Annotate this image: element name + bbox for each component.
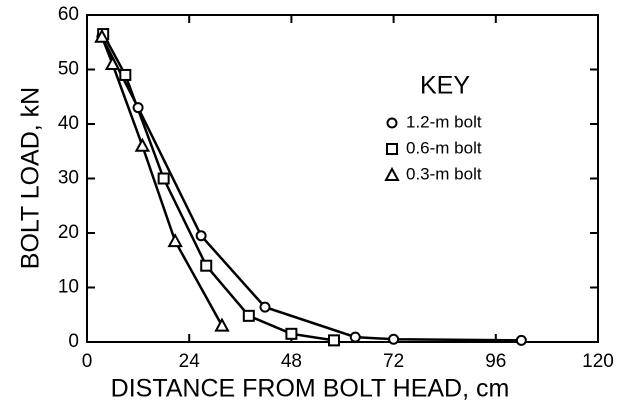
x-tick-label: 72	[383, 351, 404, 372]
y-tick-label: 30	[58, 168, 79, 189]
marker-circle	[388, 333, 400, 345]
legend-title: KEY	[420, 72, 470, 100]
x-tick-label: 24	[179, 351, 201, 372]
marker-triangle	[214, 317, 230, 332]
marker-square	[200, 259, 213, 272]
x-tick-label: 48	[281, 351, 302, 372]
marker-circle	[132, 102, 144, 114]
y-tick-label: 50	[58, 59, 79, 80]
y-tick-label: 0	[68, 331, 79, 352]
series-line	[102, 33, 335, 342]
y-tick-label: 20	[58, 222, 79, 243]
marker-triangle	[134, 137, 151, 152]
legend-label: 1.2-m bolt	[406, 112, 482, 131]
marker-square	[119, 68, 132, 81]
x-tick-label: 120	[582, 351, 614, 372]
legend-label: 0.6-m bolt	[406, 138, 482, 157]
y-tick-label: 40	[58, 113, 79, 134]
marker-triangle	[94, 28, 110, 43]
legend-label: 0.3-m bolt	[406, 164, 482, 183]
marker-circle	[195, 230, 207, 242]
marker-square	[327, 334, 340, 347]
marker-circle	[386, 117, 398, 129]
marker-square	[157, 172, 170, 185]
y-tick-label: 60	[58, 4, 79, 25]
marker-triangle	[104, 55, 121, 71]
marker-circle	[515, 334, 527, 346]
marker-triangle	[384, 166, 400, 181]
x-tick-label: 96	[485, 351, 506, 372]
marker-circle	[259, 301, 271, 313]
x-axis-label: DISTANCE FROM BOLT HEAD, cm	[111, 375, 510, 403]
y-tick-label: 10	[58, 277, 79, 298]
marker-square	[386, 143, 398, 155]
marker-circle	[349, 331, 361, 343]
x-tick-label: 0	[82, 351, 93, 372]
marker-square	[285, 327, 298, 340]
marker-square	[242, 309, 255, 322]
marker-triangle	[167, 233, 183, 248]
y-axis-label: BOLT LOAD, kN	[17, 87, 45, 269]
